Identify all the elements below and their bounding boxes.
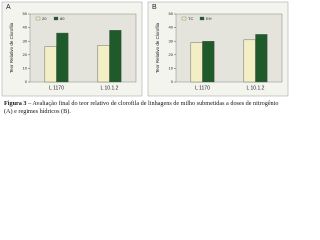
bar	[44, 46, 57, 83]
bar	[109, 30, 122, 83]
y-tick-label: 20	[169, 52, 174, 57]
y-tick-label: 10	[23, 65, 28, 70]
y-tick-label: 50	[23, 11, 28, 16]
y-tick-label: 20	[23, 52, 28, 57]
y-axis-label: Teor Relativo de Clorofila	[9, 22, 14, 73]
y-tick-label: 0	[171, 79, 174, 84]
y-tick-label: 50	[169, 11, 174, 16]
y-tick-label: 40	[23, 25, 28, 30]
bar	[190, 42, 203, 83]
panel-label: A	[6, 4, 11, 11]
legend-label: 20	[42, 16, 47, 21]
bar	[255, 34, 268, 83]
caption-label: Figura 3	[4, 100, 27, 107]
y-tick-label: 40	[169, 25, 174, 30]
bar	[202, 41, 215, 83]
x-tick-label: L 10.1.2	[101, 85, 119, 91]
bar	[56, 32, 69, 83]
y-tick-label: 0	[25, 79, 28, 84]
y-tick-label: 10	[169, 65, 174, 70]
y-tick-label: 30	[23, 38, 28, 43]
page: A 0 10 20 30 40 50 Teor Relativo de Clorofila L …	[0, 0, 290, 123]
bar	[243, 39, 256, 83]
bar	[97, 45, 110, 83]
caption: Figura 3 – Avaliação final do teor relat…	[4, 100, 286, 115]
panel-label: B	[152, 4, 157, 11]
figure: A 0 10 20 30 40 50 Teor Relativo de Clorofila L …	[1, 1, 289, 97]
legend-label: TC	[188, 16, 193, 21]
y-tick-label: 30	[169, 38, 174, 43]
legend-swatch	[53, 16, 59, 21]
legend-swatch	[199, 16, 205, 21]
x-tick-label: L 1170	[195, 85, 210, 91]
legend-swatch	[35, 16, 41, 21]
x-tick-label: L 1170	[49, 85, 64, 91]
x-tick-label: L 10.1.2	[247, 85, 265, 91]
legend-label: 80	[60, 16, 65, 21]
legend-label: EH	[206, 16, 212, 21]
y-axis-label: Teor Relativo de Clorofila	[155, 22, 160, 73]
caption-text: – Avaliação final do teor relativo de cl…	[4, 100, 279, 115]
legend-swatch	[181, 16, 187, 21]
